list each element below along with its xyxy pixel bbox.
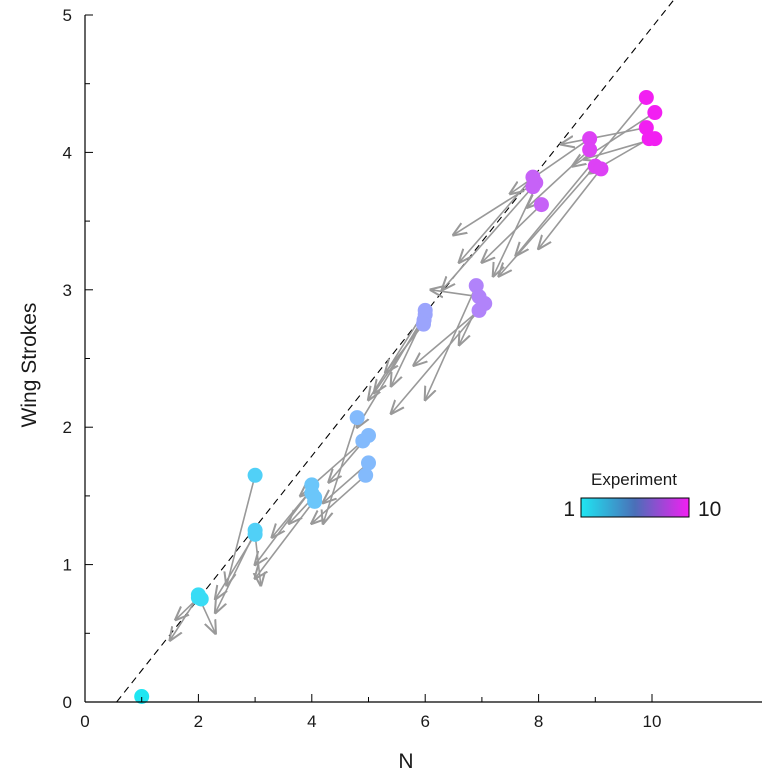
y-tick-label: 0: [63, 693, 72, 712]
data-point: [193, 591, 209, 607]
trajectory-arrow: [499, 165, 596, 276]
y-tick-label: 1: [63, 556, 72, 575]
data-point: [593, 161, 609, 177]
trajectory-arrow: [539, 168, 602, 249]
data-point: [349, 410, 365, 426]
x-tick-label: 8: [534, 712, 543, 731]
y-tick-label: 4: [63, 143, 72, 162]
data-point: [647, 131, 663, 147]
y-axis-title: Wing Strokes: [18, 303, 41, 428]
data-point: [307, 493, 323, 509]
trajectory-arrow: [374, 319, 425, 393]
legend-title: Experiment: [591, 470, 677, 489]
trajectory-arrow: [312, 474, 367, 523]
x-axis-title: N: [398, 750, 413, 772]
trajectory-arrow: [442, 186, 534, 290]
reference-line: [116, 0, 675, 703]
legend-min-label: 1: [563, 498, 575, 521]
trajectory-arrow: [561, 126, 647, 144]
y-tick-label: 2: [63, 418, 72, 437]
trajectory-arrow: [431, 290, 480, 297]
data-point: [582, 142, 598, 158]
data-point: [361, 427, 376, 443]
data-point: [415, 316, 431, 332]
data-point: [582, 131, 598, 147]
data-point: [247, 467, 263, 483]
trajectory-arrow: [510, 138, 591, 194]
x-tick-label: 4: [307, 712, 316, 731]
trajectory-arrow: [255, 499, 316, 578]
trajectory-arrow: [215, 533, 256, 599]
data-point: [134, 689, 150, 705]
y-tick-label: 3: [63, 281, 72, 300]
trajectory-arrow: [516, 96, 647, 255]
experiment-legend: Experiment 1 10: [563, 470, 721, 521]
data-point: [533, 197, 549, 213]
data-point: [638, 89, 654, 105]
trajectory-arrow: [357, 314, 426, 428]
x-tick-label: 0: [80, 712, 89, 731]
legend-colorbar: [580, 497, 690, 518]
trajectory-arrow: [414, 309, 480, 365]
data-point: [361, 455, 376, 471]
legend-max-label: 10: [698, 498, 721, 521]
x-tick-label: 2: [194, 712, 203, 731]
x-tick-label: 10: [643, 712, 662, 731]
trajectory-arrow: [454, 181, 537, 235]
y-tick-label: 5: [63, 6, 72, 25]
axis-ticks: 0 2 4 6 8 10 0 1 2 3 4 5: [63, 6, 662, 731]
plot-area: [116, 0, 675, 705]
data-point: [525, 179, 541, 195]
trajectory-arrow: [482, 204, 542, 263]
data-point: [471, 302, 487, 318]
trajectory-arrow: [227, 475, 256, 585]
data-point: [647, 105, 663, 121]
data-point: [358, 467, 374, 483]
data-point: [247, 526, 263, 542]
x-tick-label: 6: [420, 712, 429, 731]
